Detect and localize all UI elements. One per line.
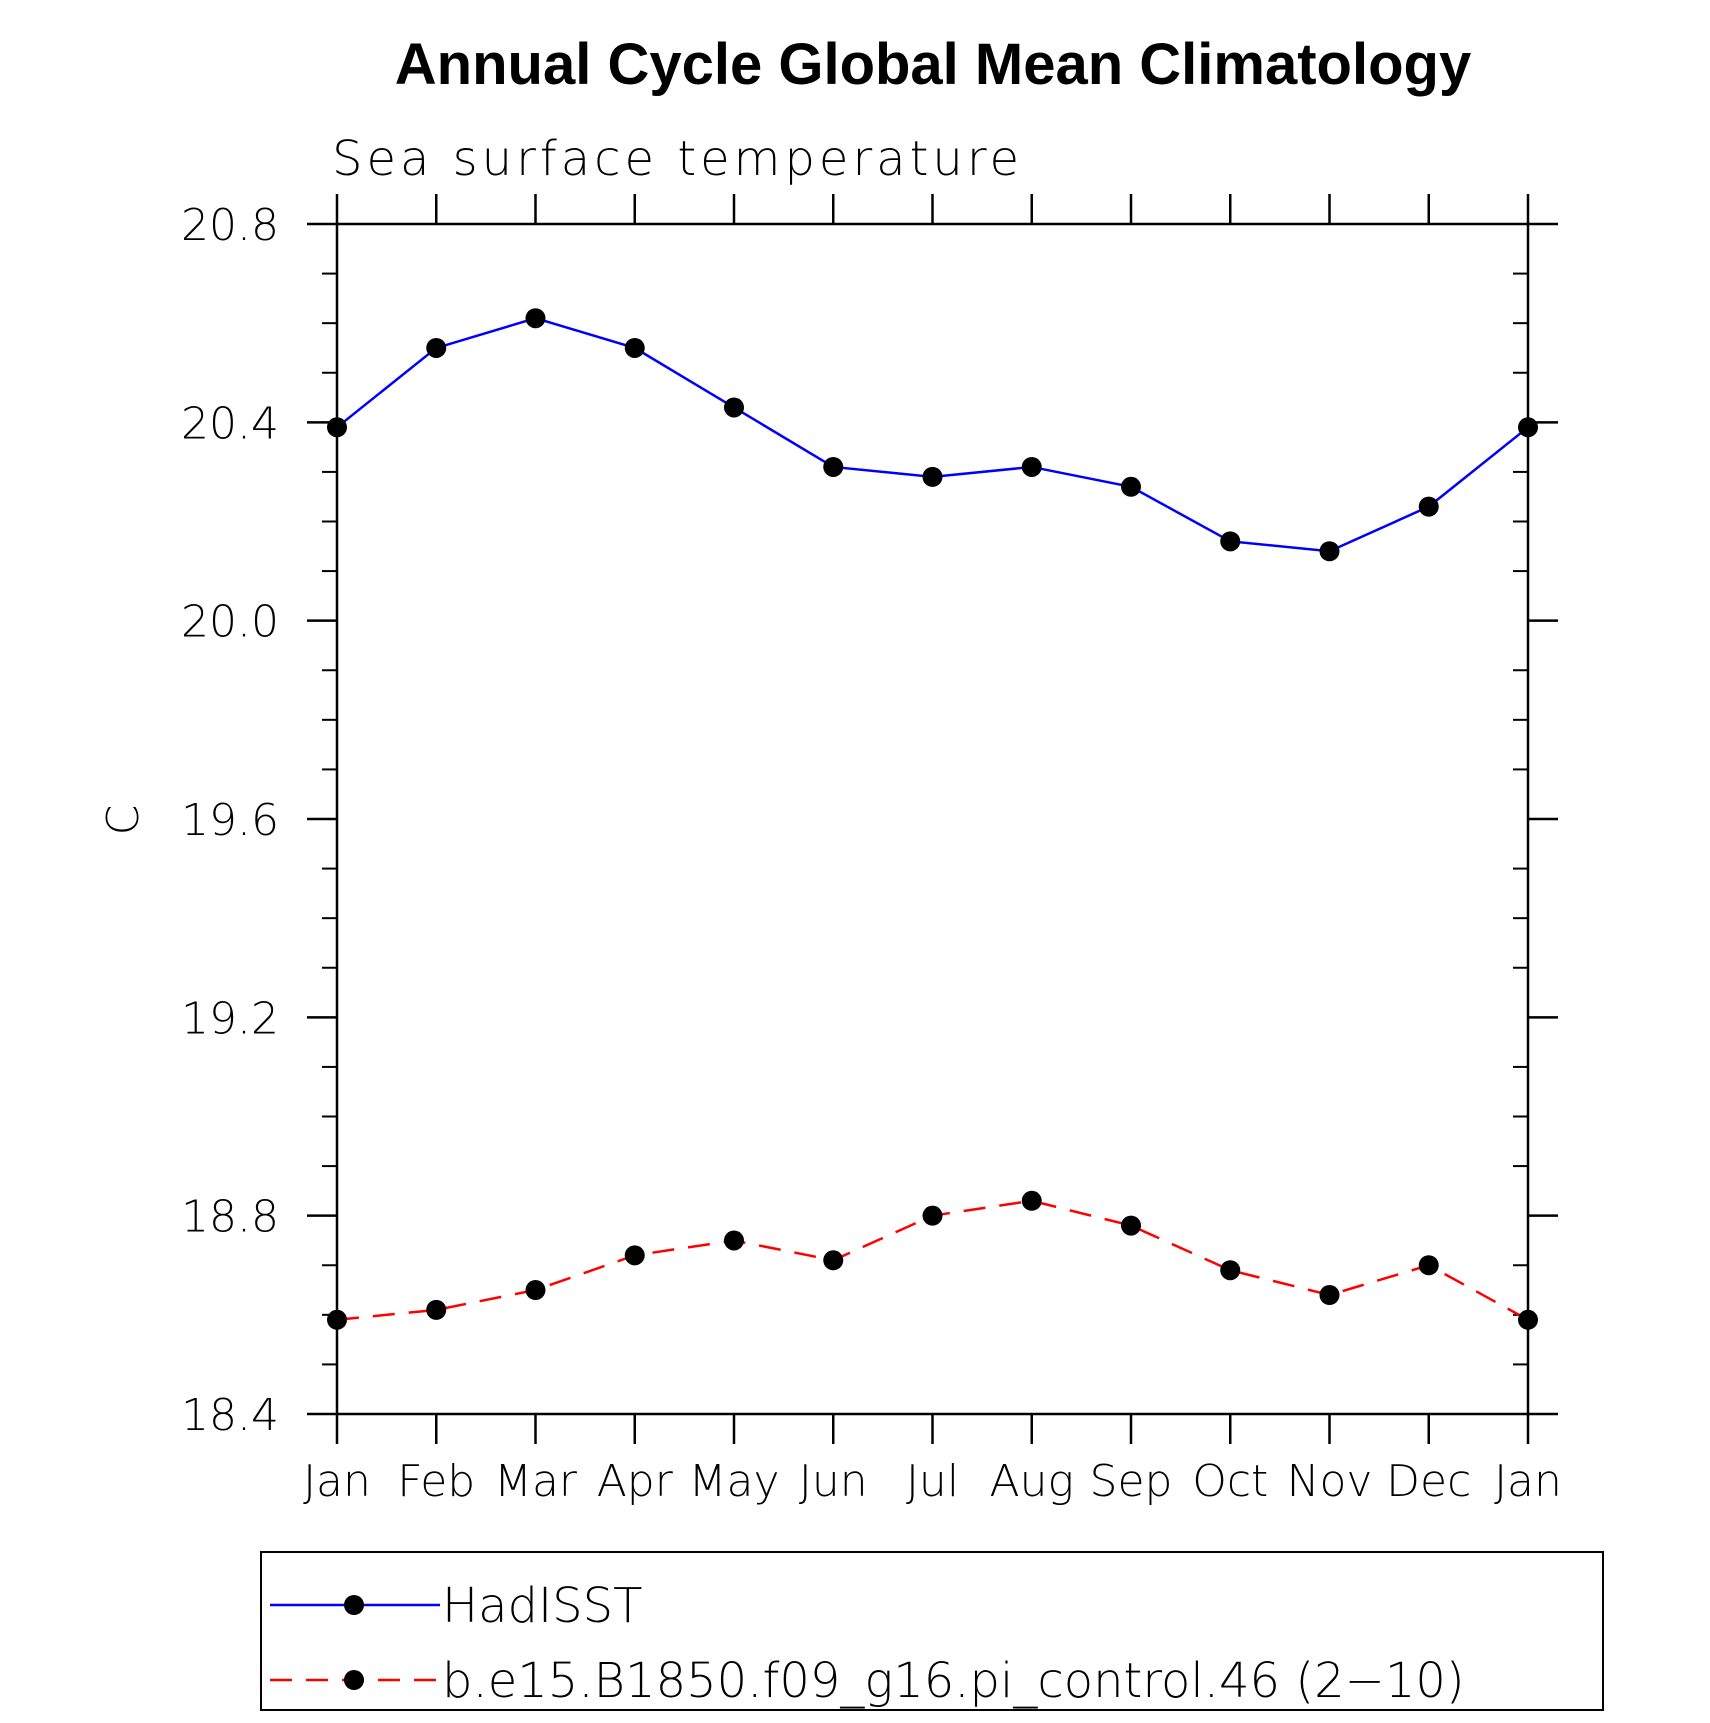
x-tick-label: Apr <box>597 1456 674 1507</box>
legend-marker-1 <box>344 1670 364 1690</box>
series-1-point <box>823 1250 844 1271</box>
y-tick-label: 20.4 <box>181 398 279 449</box>
legend-label-1: b.e15.B1850.f09_g16.pi_control.46 (2−10) <box>442 1653 1465 1709</box>
series-1-point <box>1518 1309 1538 1330</box>
series-1-point <box>624 1245 645 1266</box>
legend-marker-0 <box>344 1595 364 1615</box>
series-1-point <box>1021 1190 1042 1211</box>
series-0-point <box>1319 541 1340 562</box>
y-tick-label: 18.4 <box>181 1390 279 1441</box>
series-1-point <box>922 1205 943 1226</box>
series-0-point <box>823 456 844 477</box>
series-1-point <box>1319 1285 1340 1305</box>
series-0-point <box>1418 496 1439 517</box>
x-tick-label: Jun <box>799 1456 868 1507</box>
x-tick-label: Sep <box>1090 1456 1173 1507</box>
x-tick-label: Jan <box>303 1456 371 1507</box>
x-tick-label: Feb <box>397 1456 475 1507</box>
series-0-point <box>1121 476 1141 497</box>
series-0-point <box>1518 417 1538 438</box>
series-0-point <box>922 466 943 487</box>
series-0-point <box>327 417 347 438</box>
x-tick-label: Jul <box>906 1456 959 1507</box>
legend-box <box>260 1551 1604 1711</box>
x-tick-label: Mar <box>494 1456 578 1507</box>
series-line-0 <box>336 316 1529 553</box>
series-0-point <box>1220 531 1241 552</box>
y-tick-label: 19.6 <box>181 795 279 846</box>
x-tick-label: Dec <box>1386 1456 1471 1507</box>
x-tick-label: Jan <box>1494 1456 1562 1507</box>
series-1-point <box>327 1309 347 1330</box>
chart-title: Annual Cycle Global Mean Climatology <box>395 32 1471 97</box>
series-0-point <box>1021 456 1042 477</box>
series-1-point <box>525 1280 546 1301</box>
series-0-point <box>624 337 645 358</box>
series-0-point <box>426 337 447 358</box>
legend-label-0: HadISST <box>442 1578 642 1634</box>
series-layer <box>327 308 1538 1330</box>
y-tick-label: 19.2 <box>181 993 279 1044</box>
series-1-point <box>1220 1260 1241 1281</box>
y-tick-label: 18.8 <box>181 1192 279 1243</box>
y-tick-label: 20.0 <box>181 597 279 648</box>
y-tick-label: 20.8 <box>181 200 279 251</box>
series-0-point <box>724 397 744 418</box>
series-1-point <box>1418 1255 1439 1276</box>
x-tick-label: Nov <box>1287 1456 1373 1507</box>
plot-frame <box>335 222 1530 1416</box>
chart-subtitle: Sea surface temperature <box>332 131 1023 187</box>
series-1-point <box>426 1299 447 1320</box>
series-1-point <box>724 1230 744 1251</box>
legend: HadISST b.e15.B1850.f09_g16.pi_control.46… <box>270 1578 1465 1709</box>
x-tick-label: Oct <box>1192 1456 1268 1507</box>
series-0-point <box>525 308 546 329</box>
x-tick-label: Aug <box>990 1456 1074 1507</box>
x-tick-label: May <box>689 1456 780 1507</box>
y-axis-label: C <box>98 805 149 836</box>
axes-layer: Jan Feb Mar Apr May Jun Jul Aug Sep Oct Nov Dec Jan 1… <box>181 194 1562 1507</box>
series-1-point <box>1121 1215 1141 1236</box>
